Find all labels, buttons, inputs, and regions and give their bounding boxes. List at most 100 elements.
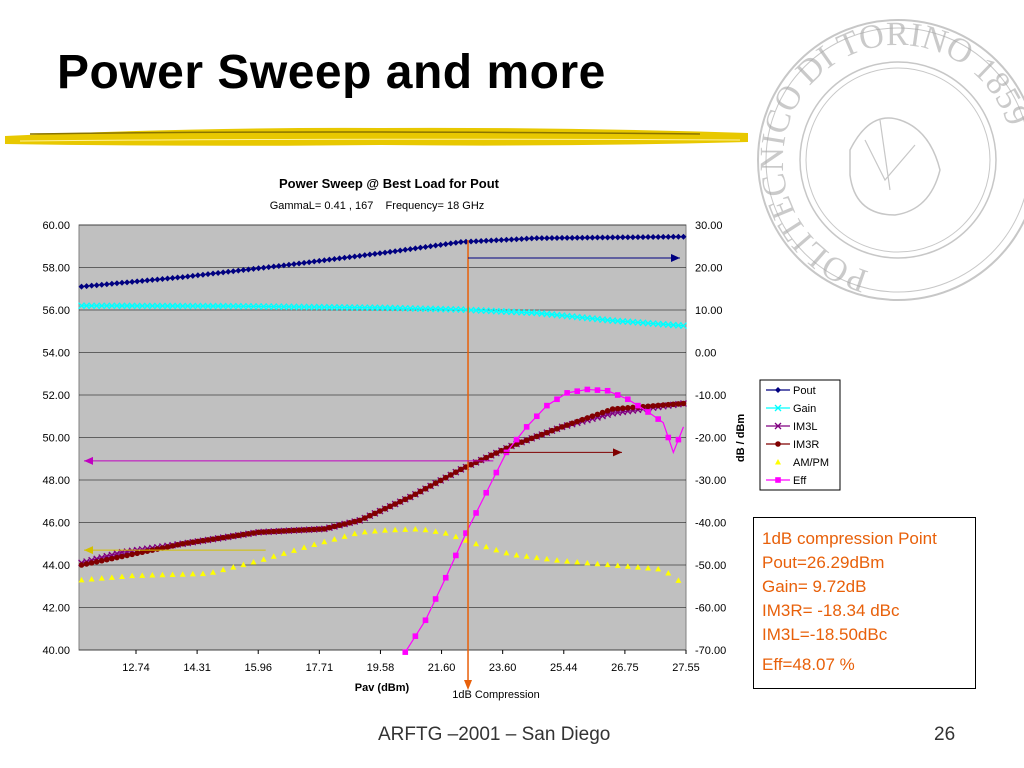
- data-point: [417, 244, 424, 251]
- data-point: [230, 564, 237, 570]
- legend-marker: [775, 441, 781, 447]
- data-point: [452, 306, 460, 313]
- data-point: [543, 235, 550, 242]
- data-point: [468, 461, 474, 468]
- data-point: [594, 234, 601, 241]
- data-point: [276, 528, 282, 535]
- data-point: [164, 544, 171, 550]
- data-point: [624, 234, 631, 241]
- data-point: [589, 413, 596, 419]
- data-point: [214, 302, 222, 310]
- data-point: [660, 402, 667, 408]
- data-point: [240, 531, 247, 538]
- data-point: [265, 303, 273, 311]
- x-axis-label: Pav (dBm): [355, 682, 410, 694]
- data-point: [250, 265, 257, 272]
- data-point: [346, 304, 354, 311]
- data-point: [584, 386, 591, 393]
- data-point: [331, 256, 338, 262]
- data-point: [341, 521, 348, 527]
- data-point: [199, 271, 206, 278]
- data-point: [523, 424, 530, 430]
- data-point: [483, 237, 490, 244]
- data-point: [113, 280, 120, 287]
- data-point: [528, 235, 535, 242]
- data-point: [189, 302, 197, 310]
- data-point: [159, 571, 166, 578]
- data-point: [528, 435, 535, 442]
- y-right-tick-label: -50.00: [695, 560, 726, 572]
- data-point: [301, 544, 308, 550]
- data-point: [326, 524, 333, 531]
- data-point: [164, 302, 171, 310]
- data-point: [240, 561, 247, 568]
- data-point: [396, 304, 404, 312]
- data-point: [458, 466, 464, 473]
- data-point: [518, 235, 525, 242]
- callout-eff: Eff=48.07 %: [762, 655, 855, 674]
- data-point: [270, 553, 277, 559]
- x-tick-label: 14.31: [183, 662, 211, 674]
- data-point: [619, 405, 626, 412]
- data-point: [103, 302, 111, 310]
- data-point: [483, 543, 490, 550]
- data-point: [624, 563, 631, 569]
- data-point: [387, 248, 394, 255]
- data-point: [194, 272, 201, 279]
- data-point: [453, 469, 459, 475]
- data-point: [356, 304, 364, 312]
- data-point: [184, 302, 192, 310]
- data-point: [401, 304, 409, 312]
- data-point: [215, 269, 222, 276]
- data-point: [412, 245, 419, 252]
- data-point: [118, 302, 126, 310]
- data-point: [250, 530, 257, 536]
- data-point: [215, 535, 221, 542]
- data-point: [493, 237, 500, 244]
- data-point: [296, 527, 302, 533]
- data-point: [422, 485, 429, 492]
- data-point: [564, 558, 571, 564]
- data-point: [574, 234, 581, 241]
- y-left-tick-label: 40.00: [42, 645, 70, 657]
- data-point: [129, 278, 136, 285]
- data-point: [645, 564, 652, 571]
- slide-title: Power Sweep and more: [57, 46, 606, 99]
- data-point: [422, 305, 429, 313]
- data-point: [544, 402, 550, 409]
- data-point: [548, 235, 555, 242]
- series-eff: [402, 386, 685, 655]
- data-point: [124, 279, 131, 286]
- data-point: [493, 546, 500, 553]
- data-point: [554, 425, 560, 432]
- data-point: [554, 396, 560, 403]
- data-point: [463, 530, 469, 536]
- data-point: [290, 261, 297, 268]
- data-point: [594, 411, 601, 418]
- data-point: [473, 510, 479, 516]
- data-point: [660, 233, 667, 240]
- data-point: [93, 302, 101, 310]
- data-point: [539, 431, 545, 438]
- data-point: [245, 266, 252, 273]
- data-point: [422, 526, 429, 533]
- data-point: [412, 633, 419, 639]
- data-point: [478, 237, 485, 244]
- data-point: [306, 259, 313, 266]
- data-point: [103, 281, 110, 288]
- data-point: [154, 546, 161, 552]
- data-point: [417, 488, 424, 495]
- data-point: [614, 562, 621, 568]
- data-point: [513, 436, 520, 443]
- data-point: [427, 305, 435, 313]
- data-point: [311, 541, 318, 548]
- annotation-arrowhead: [613, 448, 622, 457]
- data-point: [675, 401, 682, 407]
- data-point: [199, 302, 207, 310]
- data-point: [402, 496, 409, 503]
- data-point: [104, 556, 110, 563]
- data-point: [316, 526, 323, 532]
- y-right-tick-label: -60.00: [695, 603, 726, 615]
- data-point: [680, 400, 687, 407]
